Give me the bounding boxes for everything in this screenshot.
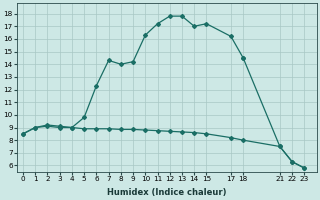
- X-axis label: Humidex (Indice chaleur): Humidex (Indice chaleur): [107, 188, 227, 197]
